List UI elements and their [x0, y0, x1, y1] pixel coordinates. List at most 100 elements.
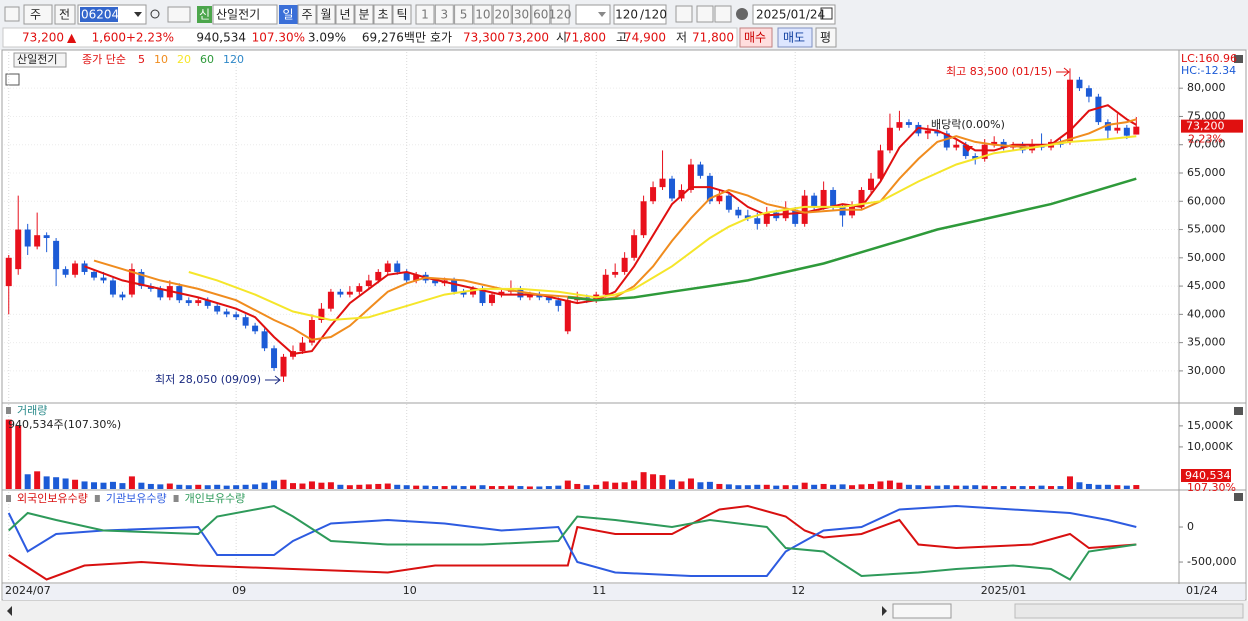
candle-body [204, 300, 211, 306]
scope-button[interactable] [54, 4, 76, 25]
candle-body [280, 356, 287, 377]
volume-bar [5, 419, 12, 489]
volume-bar [612, 482, 619, 489]
candle-body [858, 189, 865, 207]
last-volume-label: 940,534 [1185, 469, 1231, 482]
candle-body [1085, 88, 1092, 97]
interval-button[interactable] [531, 4, 551, 25]
candle-body [716, 195, 723, 202]
volume-bar [53, 477, 60, 489]
interval-input[interactable] [575, 4, 611, 25]
interval-button[interactable] [512, 4, 531, 25]
stock-name: 산일전기 [216, 8, 260, 22]
period-button[interactable] [392, 4, 412, 25]
tool-icon[interactable] [696, 5, 714, 23]
volume-bar [669, 479, 676, 489]
volume-bar [119, 483, 126, 489]
date-label: 11 [592, 584, 606, 597]
dropdown-arrow[interactable] [598, 12, 606, 17]
volume-bar [176, 484, 183, 489]
candle-body [119, 294, 126, 298]
interval-button[interactable] [415, 4, 435, 25]
name-field[interactable] [212, 4, 278, 25]
interval-button[interactable] [454, 4, 474, 25]
menu-icon[interactable] [4, 6, 20, 22]
date-input[interactable] [752, 4, 836, 25]
volume-bar [517, 486, 524, 489]
save-icon[interactable] [714, 5, 732, 23]
panel-close[interactable] [1234, 493, 1243, 501]
volume-bar [91, 482, 98, 489]
period-button[interactable] [316, 4, 336, 25]
type-select-text: 주 [30, 8, 41, 22]
interval-button[interactable] [434, 4, 454, 25]
candle-body [15, 229, 22, 270]
dropdown-arrow[interactable] [134, 12, 142, 17]
volume-bar [261, 482, 268, 489]
scroll-right[interactable] [882, 606, 887, 616]
volume-bar [1010, 486, 1017, 489]
volume-bar [498, 486, 505, 489]
volume-title: 거래량 [17, 404, 47, 417]
candle-body [735, 209, 742, 216]
interval-text: 10 [475, 8, 490, 22]
settings-icon[interactable] [736, 8, 748, 20]
candle-body [687, 164, 694, 190]
candle-body [650, 187, 657, 202]
volume-bar [1066, 476, 1073, 489]
volume-bar [991, 486, 998, 489]
bid: 73,200 [507, 31, 549, 45]
date-label: 10 [403, 584, 417, 597]
candle-body [72, 263, 79, 275]
tool-icon[interactable] [675, 5, 693, 23]
candle-body [337, 291, 344, 295]
panel-close[interactable] [1234, 55, 1243, 63]
price: 73,200 [22, 31, 64, 45]
volume-bar [289, 483, 296, 489]
y-tick-label: 35,000 [1187, 336, 1226, 349]
period-button[interactable] [354, 4, 374, 25]
type-select[interactable] [23, 4, 53, 25]
candle-body [564, 300, 571, 332]
volume: 940,534 [196, 31, 246, 45]
nav-buttons[interactable] [892, 603, 952, 619]
volume-bar [678, 481, 685, 489]
candle-body [223, 311, 230, 315]
period-button[interactable] [373, 4, 393, 25]
period-text: 년 [339, 8, 350, 22]
volume-bar [1048, 486, 1055, 489]
period-text: 틱 [396, 8, 407, 22]
volume-bar [953, 485, 960, 489]
volume-bar [109, 481, 116, 489]
interval-button[interactable] [473, 4, 493, 25]
buy-button[interactable] [739, 27, 773, 48]
sell-button[interactable] [777, 27, 813, 48]
open-label: 시 [556, 31, 567, 45]
volume-bar [659, 475, 666, 489]
panel-icon[interactable] [5, 73, 20, 86]
period-button[interactable] [335, 4, 355, 25]
drawing-tools[interactable] [1014, 603, 1244, 619]
candle-body [953, 144, 960, 148]
last-volume-ratio: 107.30% [1187, 481, 1236, 494]
sound-icon[interactable] [167, 6, 191, 23]
y-tick-label: 0 [1187, 520, 1194, 533]
scroll-left[interactable] [7, 606, 12, 616]
calendar-icon[interactable] [820, 7, 833, 20]
period-button[interactable] [297, 4, 317, 25]
volume-bar [1057, 486, 1064, 489]
volume-bar [981, 485, 988, 489]
high-label: 고 [616, 31, 627, 45]
volume-bar [602, 481, 609, 489]
legend-ma-label: 종가 단순 [82, 53, 126, 66]
volume-bar [773, 485, 780, 489]
search-icon[interactable] [150, 9, 160, 19]
interval-button[interactable] [492, 4, 512, 25]
volume-bar [34, 471, 41, 489]
panel-close[interactable] [1234, 407, 1243, 415]
interval-button[interactable] [550, 4, 570, 25]
count-input[interactable] [613, 4, 667, 25]
avg-button[interactable] [815, 27, 837, 48]
period-selected[interactable] [279, 5, 298, 24]
